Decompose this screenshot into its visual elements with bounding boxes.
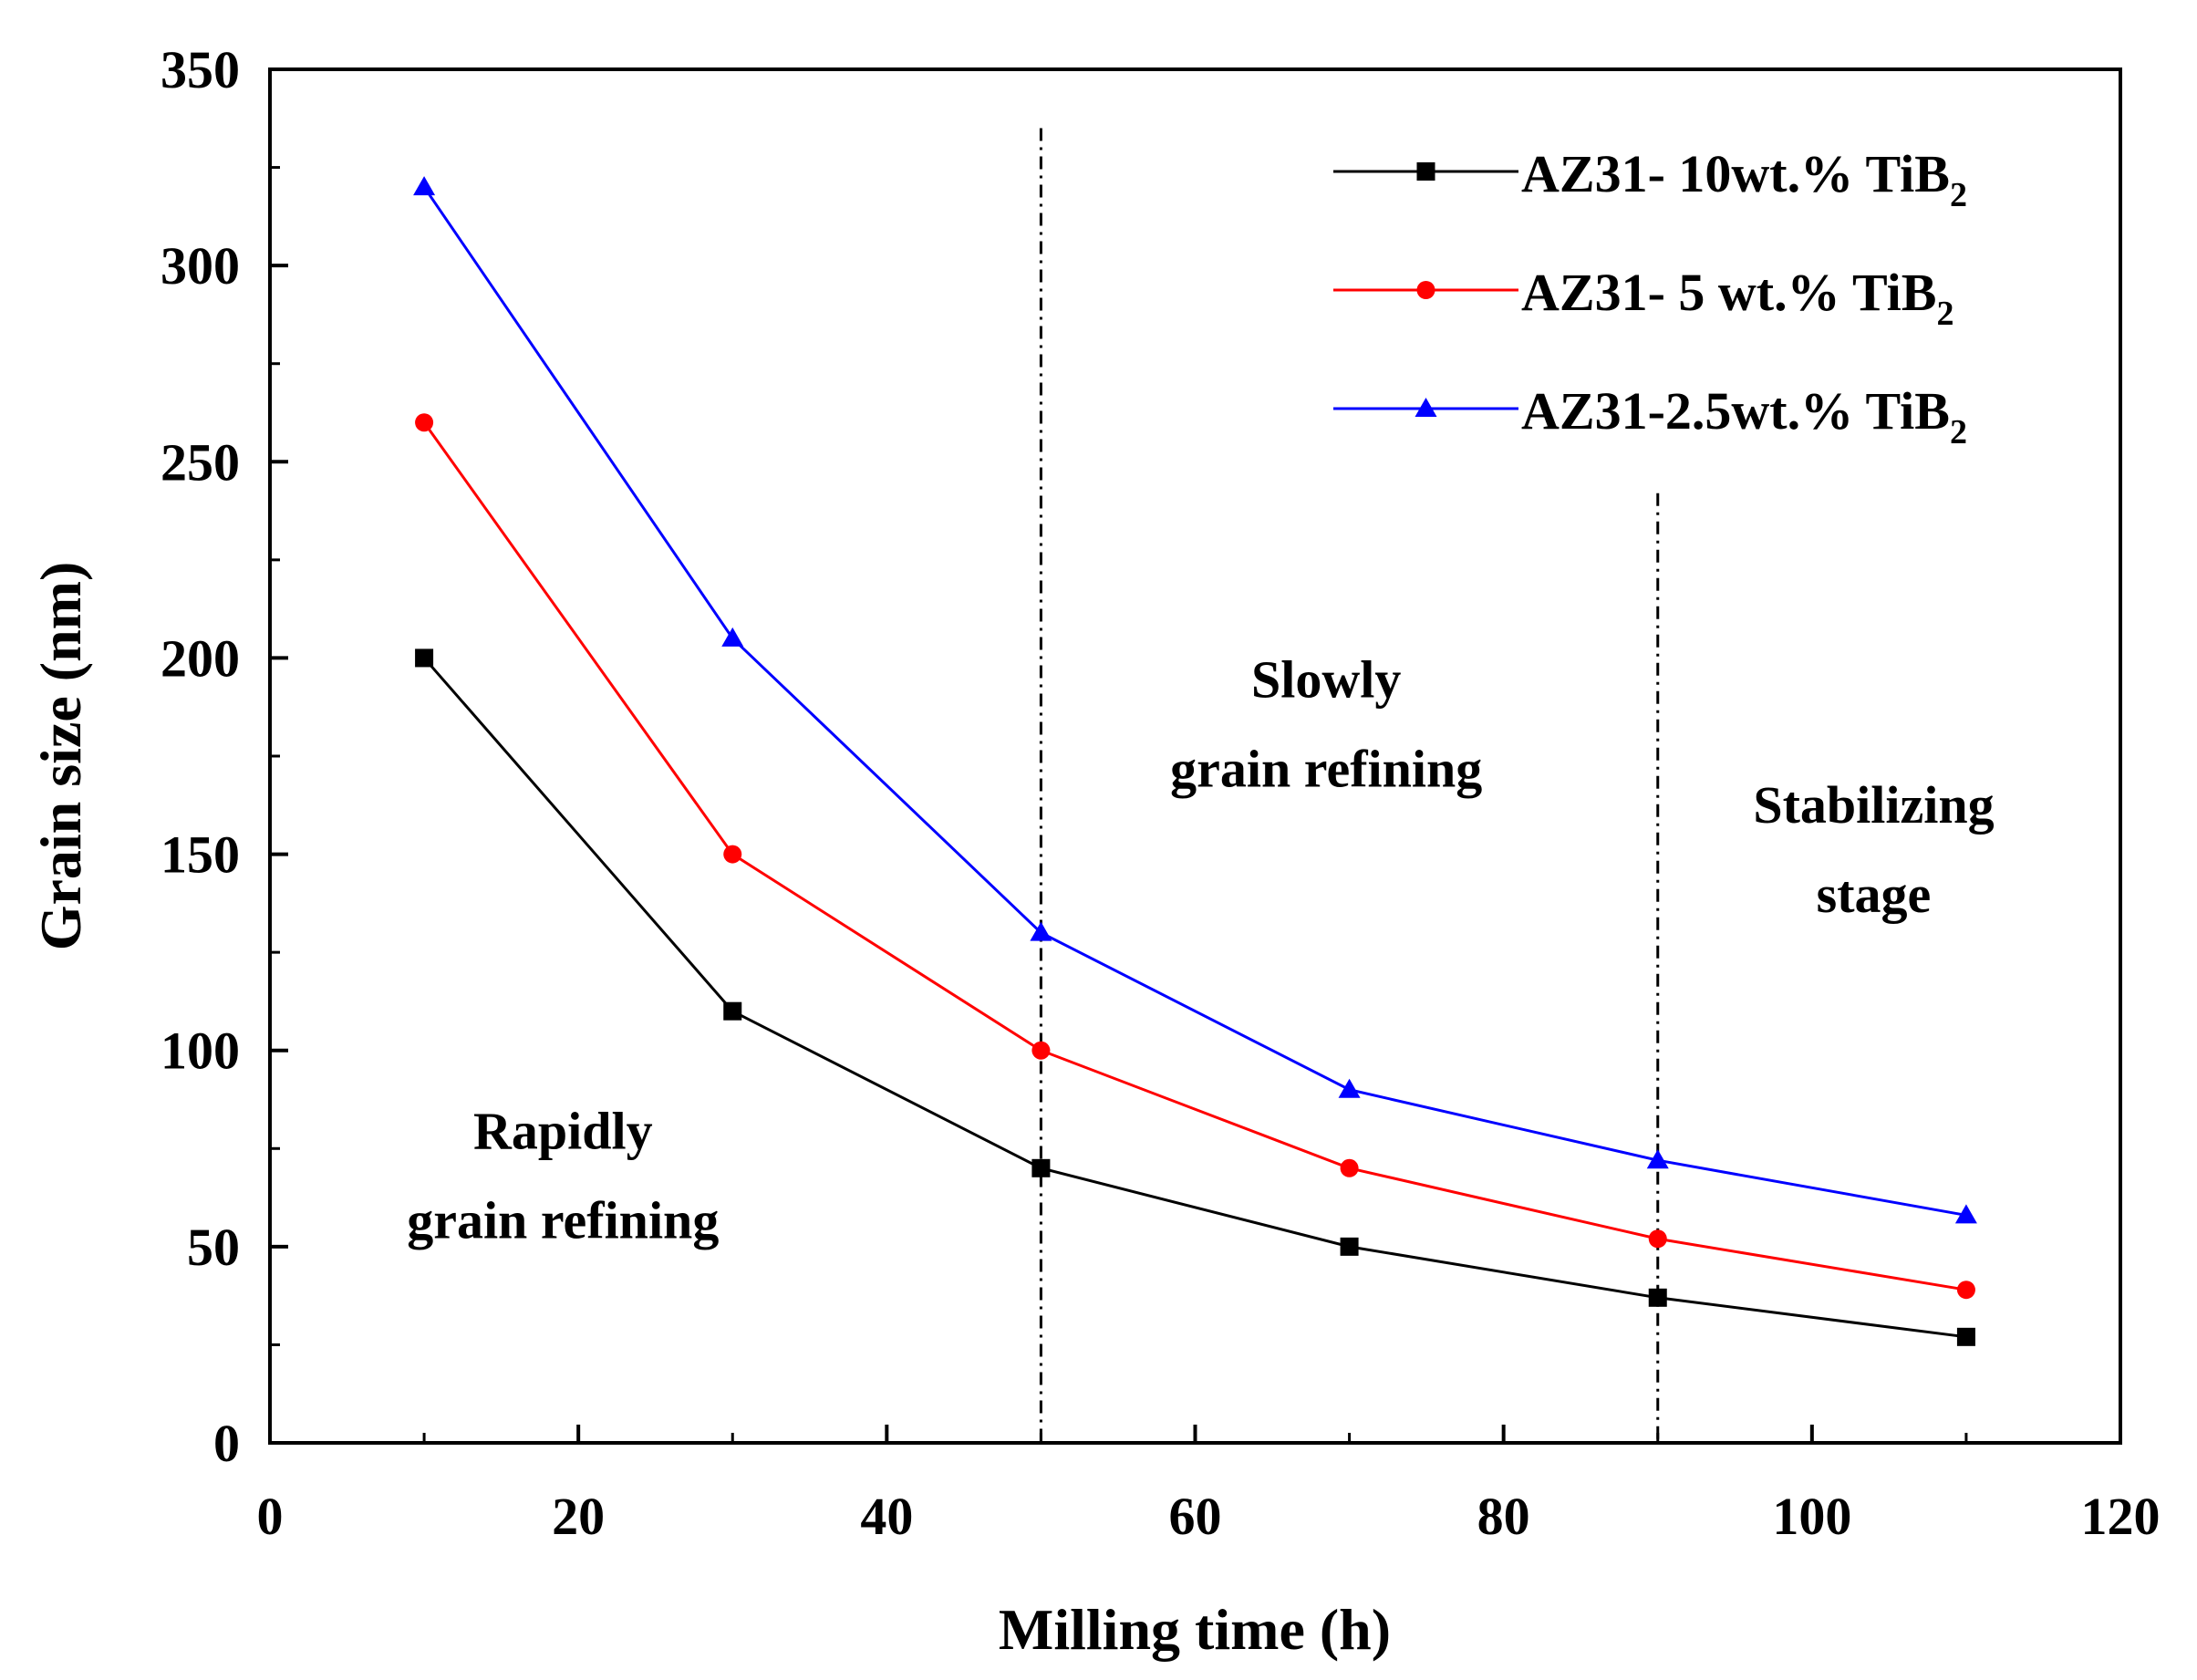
x-tick-label: 0	[257, 1487, 284, 1546]
data-point-circle	[1340, 1158, 1359, 1177]
annotation-line: Rapidly	[473, 1101, 653, 1160]
data-point-triangle	[721, 627, 744, 647]
legend-label-main: AZ31- 10wt.% TiB	[1521, 144, 1950, 203]
legend-entry: AZ31- 5 wt.% TiB2	[1333, 263, 1953, 333]
series-square	[415, 648, 1975, 1346]
y-tick-label: 50	[187, 1218, 240, 1277]
x-tick-label: 40	[860, 1487, 913, 1546]
data-point-square	[1031, 1158, 1051, 1177]
stage-divider-lines	[1039, 128, 1660, 1443]
data-point-circle	[1956, 1281, 1975, 1300]
stage-annotation: Rapidly grain refining	[407, 1101, 719, 1250]
data-point-square	[1956, 1327, 1975, 1346]
x-tick-label: 20	[552, 1487, 605, 1546]
x-tick-label: 100	[1772, 1487, 1851, 1546]
data-point-circle	[1416, 281, 1435, 299]
data-point-triangle	[1415, 398, 1437, 417]
annotation-line: Slowly	[1251, 649, 1401, 709]
legend-label-subscript: 2	[1950, 176, 1967, 214]
data-point-circle	[723, 845, 742, 864]
stage-annotation: Stabilizing stage	[1753, 775, 1994, 924]
series-triangle	[413, 176, 1977, 1224]
data-point-square	[1340, 1237, 1359, 1256]
x-tick-label: 120	[2081, 1487, 2161, 1546]
data-point-triangle	[1338, 1078, 1361, 1098]
annotation-line: stage	[1817, 865, 1932, 924]
legend-label: AZ31-2.5wt.% TiB2	[1521, 381, 1967, 451]
x-tick-label: 80	[1477, 1487, 1530, 1546]
data-point-square	[1416, 162, 1435, 181]
data-point-circle	[1031, 1041, 1051, 1060]
legend-label-main: AZ31- 5 wt.% TiB	[1521, 263, 1936, 322]
annotation-line: Stabilizing	[1753, 775, 1994, 835]
legend-label: AZ31- 10wt.% TiB2	[1521, 144, 1967, 214]
legend-label-main: AZ31-2.5wt.% TiB	[1521, 381, 1950, 441]
axis-ticks: 0 20 40 60 80 100 120 0 50 100 150 200 250 300 350	[161, 40, 2161, 1546]
series-circle	[415, 413, 1975, 1300]
series-line	[422, 657, 1967, 1339]
legend-label: AZ31- 5 wt.% TiB2	[1521, 263, 1953, 333]
x-axis-title: Milling time (h)	[999, 1597, 1391, 1662]
annotation-line: grain refining	[1170, 739, 1482, 798]
data-point-triangle	[1954, 1204, 1977, 1224]
data-point-triangle	[413, 176, 436, 196]
data-point-square	[415, 648, 434, 668]
y-tick-label: 100	[161, 1021, 240, 1081]
stage-annotation: Slowly grain refining	[1170, 649, 1482, 798]
y-axis-title: Grain size (nm)	[28, 562, 93, 951]
data-point-square	[723, 1001, 742, 1021]
data-point-square	[1648, 1288, 1667, 1307]
y-tick-label: 250	[161, 432, 240, 492]
y-tick-label: 200	[161, 628, 240, 688]
data-series	[413, 176, 1977, 1346]
data-point-circle	[415, 413, 434, 432]
legend-entry: AZ31-2.5wt.% TiB2	[1333, 381, 1967, 451]
series-line	[422, 186, 1967, 1217]
data-point-triangle	[1646, 1149, 1669, 1169]
y-tick-label: 350	[161, 40, 240, 99]
y-tick-label: 0	[213, 1414, 240, 1473]
legend-label-subscript: 2	[1950, 413, 1967, 451]
legend-label-subscript: 2	[1936, 295, 1953, 333]
legend-entry: AZ31- 10wt.% TiB2	[1333, 144, 1967, 214]
data-point-triangle	[1030, 921, 1052, 941]
y-tick-label: 300	[161, 236, 240, 296]
y-tick-label: 150	[161, 825, 240, 885]
series-line	[422, 421, 1967, 1291]
stage-annotations: Rapidly grain refining Slowly grain refinin…	[407, 649, 1994, 1250]
x-tick-label: 60	[1169, 1487, 1222, 1546]
annotation-line: grain refining	[407, 1190, 719, 1250]
data-point-circle	[1648, 1229, 1667, 1249]
